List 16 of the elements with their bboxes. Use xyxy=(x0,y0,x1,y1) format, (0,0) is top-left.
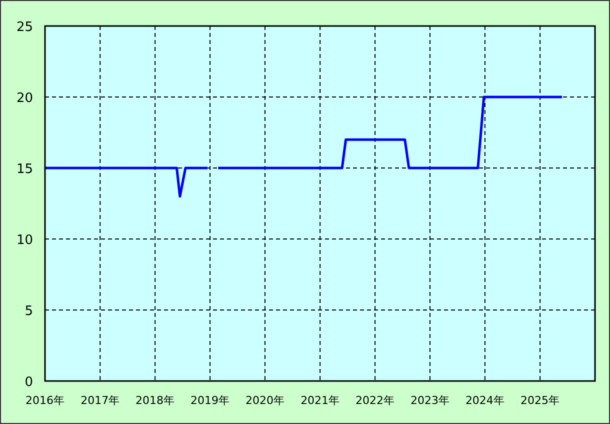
x-tick-label: 2025年 xyxy=(520,394,560,407)
y-tick-label: 5 xyxy=(24,304,33,319)
x-tick-label: 2021年 xyxy=(300,394,340,407)
y-tick-label: 15 xyxy=(16,162,33,177)
x-tick-label: 2022年 xyxy=(356,394,395,407)
y-tick-label: 10 xyxy=(16,233,33,248)
x-tick-label: 2016年 xyxy=(26,394,64,407)
x-tick-label: 2023年 xyxy=(410,394,450,407)
x-tick-label: 2018年 xyxy=(136,394,175,407)
x-tick-label: 2017年 xyxy=(80,394,120,407)
x-tick-label: 2024年 xyxy=(465,394,504,407)
y-tick-label: 20 xyxy=(16,91,33,106)
x-tick-label: 2019年 xyxy=(190,394,230,407)
x-tick-label: 2020年 xyxy=(245,394,284,407)
y-tick-label: 0 xyxy=(24,375,33,390)
y-tick-label: 25 xyxy=(16,20,33,35)
